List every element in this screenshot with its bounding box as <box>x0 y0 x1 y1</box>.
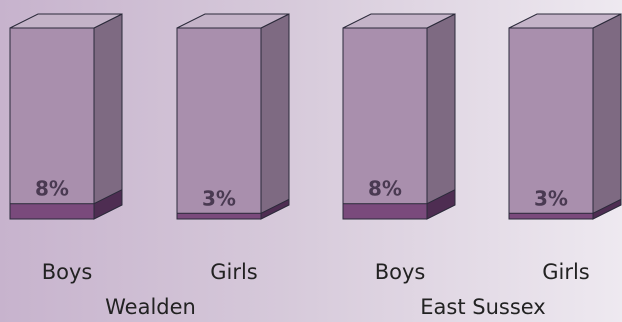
category-label: Girls <box>210 260 258 284</box>
bar-fill <box>508 212 594 220</box>
bar-side <box>426 13 456 220</box>
bar-top <box>342 13 456 29</box>
data-label: 3% <box>202 186 236 210</box>
bar-side <box>93 13 123 220</box>
bar-top <box>176 13 290 29</box>
category-label: Boys <box>42 260 93 284</box>
bar-fill <box>342 203 428 220</box>
category-label: Girls <box>542 260 590 284</box>
bar-fill-side <box>426 188 456 220</box>
bar-fill-side <box>93 188 123 220</box>
bar-fill-side <box>592 198 622 220</box>
data-label: 3% <box>534 186 568 210</box>
bar-fill-side <box>260 198 290 220</box>
category-label: Boys <box>375 260 426 284</box>
bar-top <box>508 13 622 29</box>
bar-fill <box>9 203 95 220</box>
group-label: East Sussex <box>420 295 546 319</box>
bar-fill <box>176 212 262 220</box>
group-label: Wealden <box>105 295 196 319</box>
bar-side <box>260 13 290 220</box>
data-label: 8% <box>35 177 69 201</box>
bar-side <box>592 13 622 220</box>
bar-front <box>9 27 95 220</box>
bar-top <box>9 13 123 29</box>
data-label: 8% <box>368 177 402 201</box>
